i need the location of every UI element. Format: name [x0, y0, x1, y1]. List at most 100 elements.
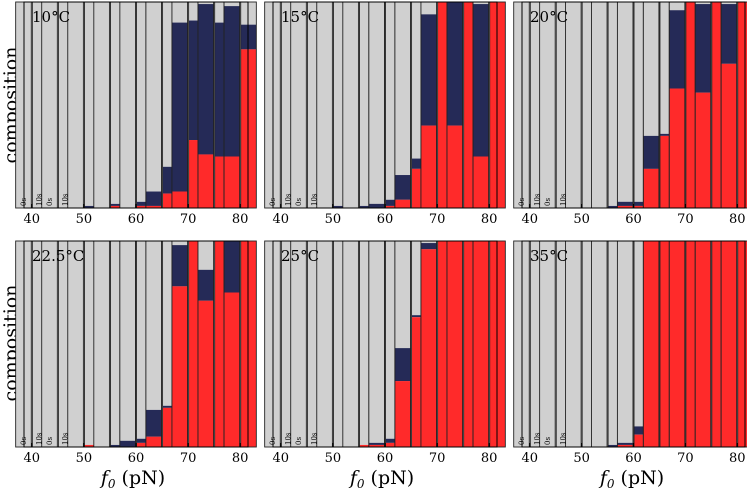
time-label-10s: 10s — [285, 432, 293, 445]
bar-f75-prev-intermediate-segment — [197, 4, 214, 155]
time-label-10s: 10s — [311, 193, 319, 206]
x-tick-label: 60 — [625, 451, 642, 466]
bar-f80-prev-intermediate-segment — [224, 241, 240, 293]
bar-f65-prev-folded-segment — [643, 241, 659, 447]
x-tick-label: 40 — [24, 451, 41, 466]
bar-f45-0s-unfolded-segment — [539, 2, 556, 208]
bar-f80-prev-intermediate-segment — [721, 4, 737, 64]
x-tick-label: 40 — [522, 212, 539, 227]
bar-f80-10s-folded-segment — [737, 2, 747, 208]
bar-f55-0s-unfolded-segment — [591, 241, 608, 447]
bar-f40-0s-outline — [264, 240, 281, 448]
x-tick-label: 80 — [729, 451, 746, 466]
bar-f40-0s-outline — [264, 1, 281, 209]
bar-f40-0s-unfolded-segment — [513, 2, 530, 208]
bar-f70-prev-intermediate-segment — [171, 245, 188, 287]
bar-f60-0s-unfolded-segment — [119, 2, 136, 208]
bar-f60-prev-unfolded-segment — [617, 2, 633, 202]
bar-f80-prev-folded-segment — [473, 241, 489, 447]
bar-f60-prev-folded-segment — [617, 444, 633, 447]
bar-f80-10s-outline — [240, 1, 257, 209]
bar-f65-prev-intermediate-segment — [145, 191, 162, 206]
x-tick-label: 40 — [24, 212, 41, 227]
bar-f70-prev-folded-segment — [420, 125, 437, 208]
bar-f70-prev-folded-segment — [669, 88, 685, 208]
bar-f80-prev-intermediate-segment — [224, 6, 240, 157]
x-tick-label: 60 — [377, 451, 394, 466]
bar-f60-10s-folded-segment — [136, 442, 153, 447]
bar-f70-prev-folded-segment — [669, 241, 685, 447]
bar-f60-10s-folded-segment — [385, 442, 402, 447]
bar-f80-prev-intermediate-segment — [473, 4, 489, 157]
x-tick-label: 50 — [76, 451, 93, 466]
bar-f45-0s-unfolded-segment — [41, 2, 58, 208]
bar-f80-prev-unfolded-segment — [224, 2, 240, 7]
bar-f70-prev-folded-segment — [171, 191, 188, 208]
x-tick-label: 80 — [232, 451, 249, 466]
bar-f50-0s-unfolded-segment — [67, 241, 84, 447]
time-label-10s: 10s — [311, 432, 319, 445]
bar-f75-prev-folded-segment — [695, 92, 711, 208]
time-label-0s: 0s — [544, 198, 552, 206]
bar-f65-prev-intermediate-segment — [145, 409, 162, 437]
x-tick-label: 40 — [273, 212, 290, 227]
x-tick-label: 40 — [273, 451, 290, 466]
time-label-0s: 0s — [46, 437, 54, 445]
bar-f80-prev-folded-segment — [721, 63, 737, 208]
bar-f60-10s-intermediate-segment — [136, 201, 153, 206]
bar-f55-10s-intermediate-segment — [110, 203, 127, 206]
panel-temperature-label: 10°C — [32, 8, 70, 26]
x-axis-label-right: f0 (pN) — [598, 467, 664, 491]
bar-f45-0s-unfolded-segment — [290, 241, 307, 447]
bar-f45-0s-unfolded-segment — [539, 241, 556, 447]
x-tick-label: 50 — [573, 451, 590, 466]
bar-f60-10s-intermediate-segment — [385, 438, 402, 443]
bar-f60-prev-intermediate-segment — [368, 442, 385, 445]
time-label-0s: 0s — [46, 198, 54, 206]
panel-temperature-label: 20°C — [530, 8, 568, 26]
bar-f70-prev-unfolded-segment — [171, 241, 188, 246]
bar-f60-10s-intermediate-segment — [634, 201, 650, 206]
bar-f80-10s-folded-segment — [489, 241, 506, 447]
bar-f70-prev-unfolded-segment — [669, 2, 685, 11]
bar-f65-prev-unfolded-segment — [394, 241, 411, 349]
bar-f50-0s-unfolded-segment — [565, 2, 582, 208]
bar-f65-prev-folded-segment — [145, 205, 162, 208]
bar-f75-prev-intermediate-segment — [197, 269, 214, 301]
bar-f75-prev-intermediate-segment — [446, 2, 463, 126]
bar-f70-prev-intermediate-segment — [669, 10, 685, 89]
bar-f80-10s-outline — [489, 1, 506, 209]
x-tick-label: 80 — [232, 212, 249, 227]
x-tick-label: 80 — [481, 212, 498, 227]
x-axis-label-center: f0 (pN) — [348, 467, 414, 491]
bar-f80-prev-unfolded-segment — [721, 2, 737, 5]
bar-f65-prev-folded-segment — [643, 168, 659, 208]
bar-f55-0s-unfolded-segment — [93, 241, 110, 447]
bar-f70-prev-intermediate-segment — [171, 22, 188, 192]
bar-f50-0s-unfolded-segment — [67, 2, 84, 208]
bar-f80-prev-unfolded-segment — [473, 2, 489, 5]
bar-f60-prev-intermediate-segment — [617, 442, 633, 445]
bar-f60-prev-unfolded-segment — [368, 2, 385, 204]
bar-f60-prev-intermediate-segment — [119, 440, 136, 447]
x-tick-label: 50 — [573, 212, 590, 227]
panel-temperature-label: 15°C — [281, 8, 319, 26]
bar-f60-10s-intermediate-segment — [634, 426, 650, 435]
bar-f75-prev-unfolded-segment — [197, 241, 214, 270]
bar-f75-prev-folded-segment — [197, 300, 214, 447]
bar-f65-10s-intermediate-segment — [162, 405, 179, 408]
bar-f65-10s-intermediate-segment — [411, 158, 428, 169]
bar-f80-10s-outline — [240, 240, 257, 448]
time-label-10s: 10s — [36, 193, 44, 206]
bar-f65-10s-intermediate-segment — [411, 315, 428, 318]
bar-f40-0s-unfolded-segment — [264, 2, 281, 208]
bar-f40-0s-outline — [15, 1, 32, 209]
bar-f60-10s-folded-segment — [136, 205, 153, 208]
x-tick-label: 70 — [429, 451, 446, 466]
